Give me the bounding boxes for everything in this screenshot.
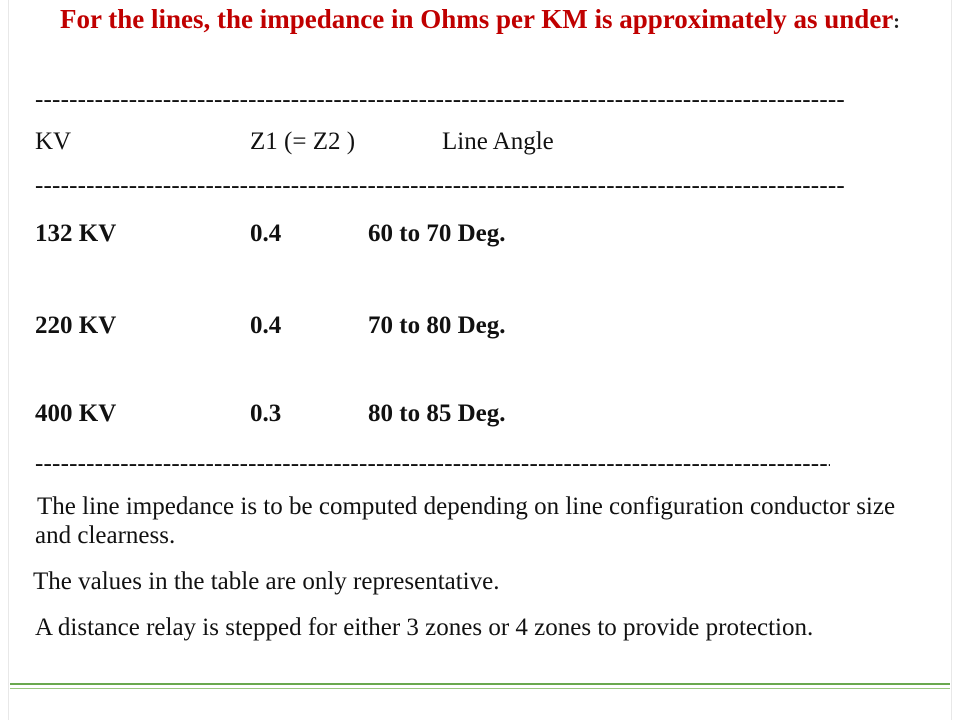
header-cell: Z1 (= Z2 ) bbox=[250, 128, 356, 155]
paragraph: A distance relay is stepped for either 3… bbox=[35, 614, 814, 641]
table-cell: 70 to 80 Deg. bbox=[368, 312, 506, 339]
table-cell: 0.3 bbox=[250, 400, 282, 427]
slide-title: For the lines, the impedance in Ohms per… bbox=[20, 4, 940, 38]
footer-rule bbox=[10, 683, 950, 685]
table-cell: 60 to 70 Deg. bbox=[368, 220, 506, 247]
table-cell: 0.4 bbox=[250, 312, 282, 339]
title-suffix: : bbox=[893, 11, 900, 33]
footer-rule bbox=[10, 688, 950, 689]
table-cell: 80 to 85 Deg. bbox=[368, 400, 506, 427]
separator: ----------------------------------------… bbox=[35, 450, 830, 477]
title-text: For the lines, the impedance in Ohms per… bbox=[60, 4, 894, 34]
separator: ----------------------------------------… bbox=[35, 172, 845, 199]
table-cell: 220 KV bbox=[35, 312, 117, 339]
paragraph: The values in the table are only represe… bbox=[33, 568, 500, 595]
header-cell: Line Angle bbox=[442, 128, 554, 155]
table-cell: 0.4 bbox=[250, 220, 282, 247]
table-cell: 132 KV bbox=[35, 220, 117, 247]
separator: ----------------------------------------… bbox=[35, 86, 845, 113]
frame bbox=[8, 0, 952, 720]
paragraph: The line impedance is to be computed dep… bbox=[35, 493, 896, 549]
table-cell: 400 KV bbox=[35, 400, 117, 427]
header-cell: KV bbox=[35, 128, 72, 155]
